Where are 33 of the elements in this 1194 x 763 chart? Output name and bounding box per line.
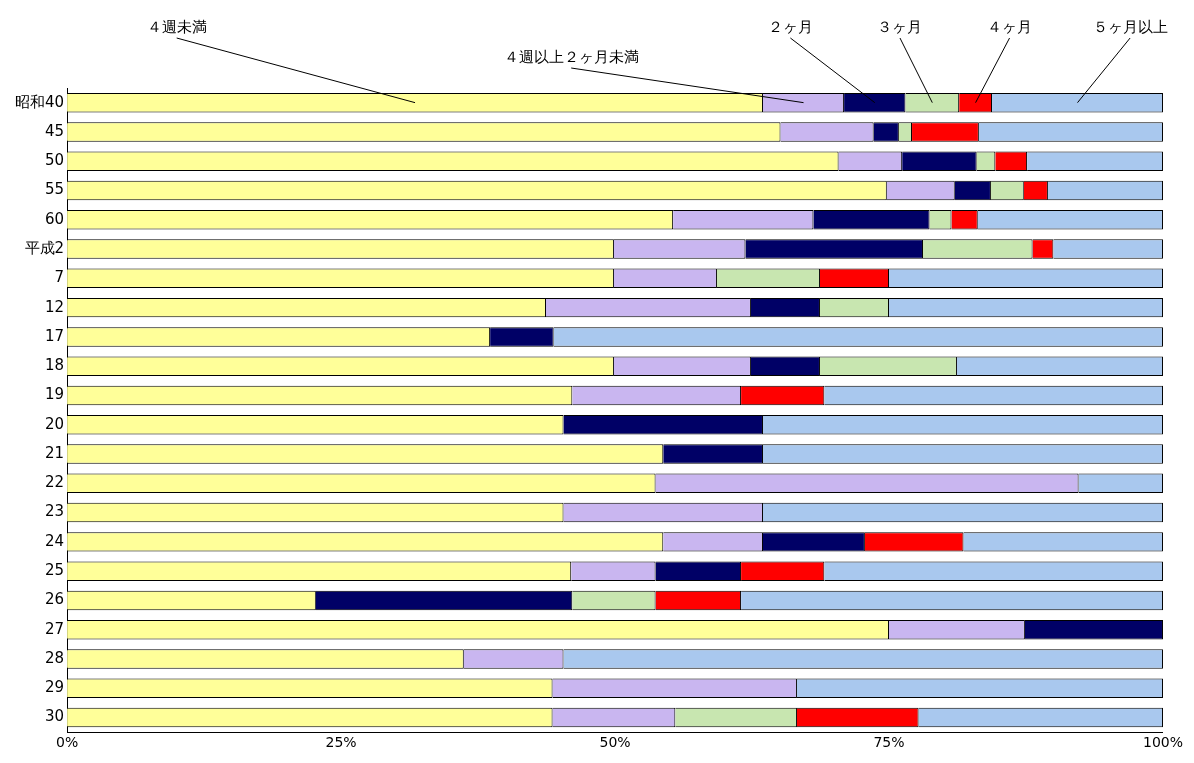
y-tick-label: 17 (44, 326, 65, 345)
text: ４週以上２ヶ月未満 (503, 47, 639, 66)
y-tick-label: 29 (44, 678, 65, 697)
y-tick-label: 昭和40 (14, 92, 65, 111)
y-tick-label: 21 (44, 443, 65, 462)
y-tick-label: 24 (44, 531, 65, 550)
y-tick-label: 30 (44, 707, 65, 726)
y-tick-label: 50 (44, 151, 65, 170)
y-tick-label: 60 (44, 209, 65, 228)
x-tick-label: 50% (599, 734, 631, 751)
x-tick-label: 0% (55, 734, 79, 751)
y-tick-label: 7 (54, 268, 65, 287)
x-tick-label: 100% (1142, 734, 1183, 751)
y-tick-label: 23 (44, 502, 65, 521)
x-tick-label: 25% (325, 734, 357, 751)
text: ２ヶ月 (767, 17, 813, 36)
y-tick-label: 55 (44, 180, 65, 199)
y-tick-label: 18 (44, 356, 65, 375)
y-tick-label: 45 (44, 121, 65, 140)
y-tick-label: 27 (44, 619, 65, 638)
y-tick-label: 20 (44, 414, 65, 433)
y-tick-label: 28 (44, 648, 65, 667)
text: ５ヶ月以上 (1092, 17, 1168, 36)
y-tick-label: 26 (44, 590, 65, 609)
y-tick-label: 平成2 (24, 238, 65, 257)
x-tick-label: 75% (873, 734, 905, 751)
y-tick-label: 22 (44, 473, 65, 492)
y-tick-label: 19 (44, 385, 65, 404)
text: ４週未満 (146, 17, 207, 36)
y-tick-label: 12 (44, 297, 65, 316)
text: ３ヶ月 (877, 17, 923, 36)
y-tick-label: 25 (44, 561, 65, 580)
text: ４ヶ月 (987, 17, 1033, 36)
